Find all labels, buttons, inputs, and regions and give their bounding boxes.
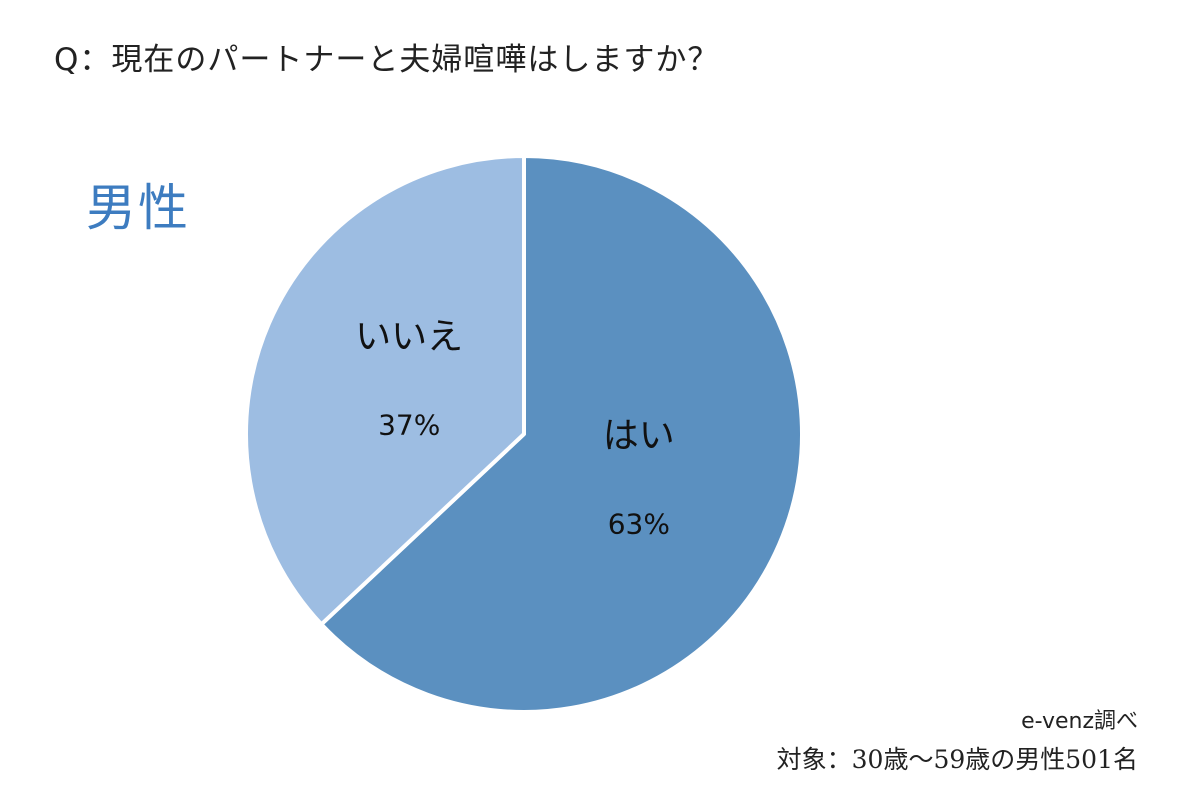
pie-label-no: いいえ xyxy=(355,316,463,357)
pie-slice-no xyxy=(244,154,526,627)
pie-percent-yes: 63% xyxy=(608,508,670,541)
source-note: e-venz調べ xyxy=(1021,709,1138,734)
segment-title: 男性 xyxy=(86,179,190,237)
pie-percent-no: 37% xyxy=(378,408,440,441)
target-note: 対象：30歳～59歳の男性501名 xyxy=(776,745,1138,774)
pie-slice-yes xyxy=(319,154,804,714)
pie-label-yes: はい xyxy=(603,416,675,457)
question-title: Q：現在のパートナーと夫婦喧嘩はしますか？ xyxy=(54,42,720,78)
